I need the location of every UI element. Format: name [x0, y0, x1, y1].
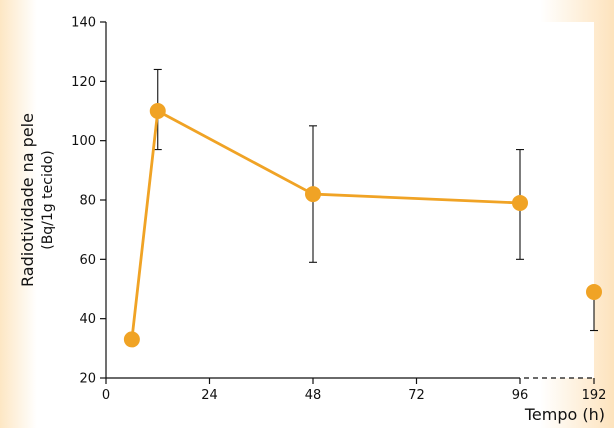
y-axis-label: Radiotividade na pele	[18, 113, 37, 287]
y-tick-label: 120	[71, 75, 96, 90]
x-tick-label: 24	[201, 388, 218, 403]
data-series	[123, 68, 602, 348]
data-point	[123, 331, 140, 348]
y-tick-label: 100	[71, 134, 96, 149]
x-tick-label: 0	[102, 388, 110, 403]
y-ticks: 20 40 60 80 100 120 140	[71, 16, 106, 387]
data-point	[305, 186, 321, 203]
y-axis-label-group: Radiotividade na pele (Bq/1g tecido)	[18, 113, 56, 287]
x-tick-label: 192	[582, 388, 607, 403]
data-point	[586, 283, 602, 300]
y-axis-label-units: (Bq/1g tecido)	[40, 150, 56, 250]
data-point	[512, 194, 528, 211]
y-tick-label: 140	[71, 16, 96, 31]
x-ticks: 0 24 48 72 96 192	[102, 378, 607, 403]
x-tick-label: 96	[512, 388, 529, 403]
x-tick-label: 48	[305, 388, 322, 403]
data-point	[149, 103, 166, 119]
series-line	[130, 109, 521, 340]
x-tick-label: 72	[408, 388, 425, 403]
x-axis-label: Tempo (h)	[524, 405, 605, 424]
y-tick-label: 40	[79, 312, 96, 327]
y-tick-label: 20	[79, 372, 96, 387]
series	[123, 68, 602, 348]
y-tick-label: 80	[79, 194, 96, 209]
y-tick-label: 60	[79, 253, 96, 268]
